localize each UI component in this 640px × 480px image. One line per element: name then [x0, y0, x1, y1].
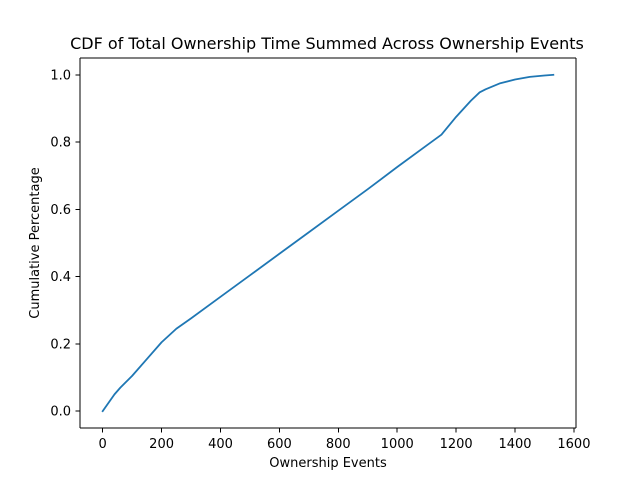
y-tick-label: 0.8 [50, 136, 71, 151]
y-tick-label: 0.4 [50, 270, 71, 285]
x-tick-label: 600 [267, 437, 292, 452]
x-tick-label: 1200 [440, 437, 473, 452]
y-tick-label: 0.0 [50, 405, 71, 420]
x-tick-label: 1600 [557, 437, 590, 452]
x-tick-label: 0 [99, 437, 107, 452]
plot-area [79, 57, 577, 429]
x-tick-label: 200 [149, 437, 174, 452]
y-tick-label: 1.0 [50, 68, 71, 83]
x-axis-ticks: 0 200 400 600 800 1000 1200 1400 1600 [99, 428, 590, 452]
x-tick-label: 1400 [498, 437, 531, 452]
cdf-series-line [101, 73, 555, 413]
plot-background [80, 58, 576, 428]
x-axis-label: Ownership Events [269, 456, 387, 471]
series-layer [101, 73, 555, 413]
x-tick-label: 1000 [381, 437, 414, 452]
y-tick-label: 0.2 [50, 337, 71, 352]
y-axis-ticks: 0.0 0.2 0.4 0.6 0.8 1.0 [50, 68, 80, 420]
x-tick-label: 800 [326, 437, 351, 452]
x-tick-label: 400 [208, 437, 233, 452]
y-axis-label: Cumulative Percentage [28, 167, 43, 318]
chart-title: CDF of Total Ownership Time Summed Acros… [70, 34, 584, 53]
y-tick-label: 0.6 [50, 203, 71, 218]
